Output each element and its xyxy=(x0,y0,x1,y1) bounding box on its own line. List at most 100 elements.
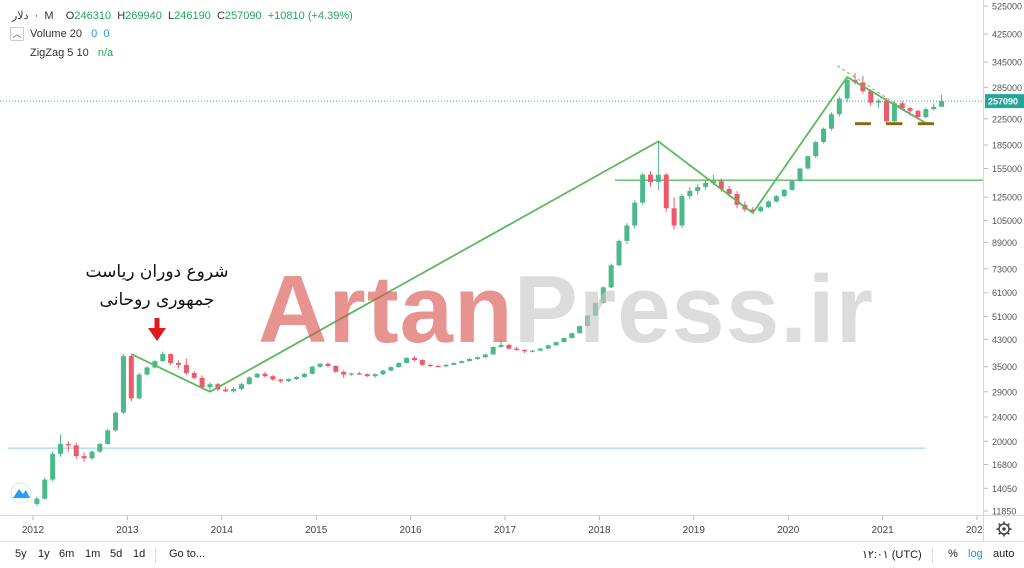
candle-body xyxy=(939,101,945,107)
time-tick-label: 2018 xyxy=(588,525,611,536)
time-tick-label: 2015 xyxy=(305,525,328,536)
annotation-line-1: شروع دوران ریاست xyxy=(85,262,229,282)
candle-body xyxy=(97,443,103,452)
candle-body xyxy=(459,361,465,363)
candle-body xyxy=(608,265,614,288)
candle-body xyxy=(191,372,197,378)
candle-body xyxy=(789,181,795,190)
auto-scale-toggle[interactable]: auto xyxy=(993,548,1015,560)
candle-body xyxy=(577,326,583,334)
candle-body xyxy=(522,349,528,352)
volume-legend[interactable]: Volume 20 0 0 xyxy=(30,28,110,40)
chevron-up-icon: ︿ xyxy=(12,29,22,39)
candle-body xyxy=(207,384,213,388)
interval-label[interactable]: M xyxy=(44,10,54,22)
time-axis[interactable]: 2012 2013 2014 2015 2016 2017 2018 2019 2020 2021… xyxy=(0,515,989,542)
candle-body xyxy=(223,389,229,392)
price-axis-canvas[interactable]: 11850 14050 16800 20000 24000 29000 35000 43000… xyxy=(984,0,1024,517)
volume-value-2: 0 xyxy=(103,28,110,40)
axis-settings-corner[interactable] xyxy=(983,515,1024,541)
price-tick-label: 51000 xyxy=(992,312,1017,322)
chart-canvas[interactable] xyxy=(0,0,983,515)
candle-body xyxy=(506,345,512,349)
log-scale-toggle[interactable]: log xyxy=(968,548,983,560)
goto-date-button[interactable]: Go to... xyxy=(169,548,206,560)
zigzag-name[interactable]: ZigZag 5 10 xyxy=(30,47,89,59)
annotation-text: شروع دوران ریاست جمهوری روحانی xyxy=(62,258,252,314)
candle-body xyxy=(844,80,850,99)
candle-body xyxy=(89,451,95,459)
timeframe-5y-button[interactable]: 5y xyxy=(15,548,27,560)
candle-body xyxy=(364,374,370,377)
support-tick xyxy=(854,122,871,126)
candle-body xyxy=(34,498,40,504)
support-tick xyxy=(917,122,934,126)
timeframe-1d-button[interactable]: 1d xyxy=(133,548,146,560)
timeframe-1y-button[interactable]: 1y xyxy=(38,548,50,560)
time-tick-label: 2022 xyxy=(966,525,983,536)
timeframe-5d-button[interactable]: 5d xyxy=(110,548,123,560)
candle-body xyxy=(152,361,158,368)
candle-body xyxy=(616,240,622,266)
candle-body xyxy=(805,156,811,169)
percent-scale-toggle[interactable]: % xyxy=(948,548,958,560)
candle-body xyxy=(545,345,551,349)
change-value: +10810 (+4.39%) xyxy=(267,10,353,22)
candle-body xyxy=(891,103,897,122)
price-tick-label: 345000 xyxy=(992,57,1022,67)
candle-body xyxy=(128,356,134,399)
candle-body xyxy=(176,362,181,365)
candle-body xyxy=(836,98,842,115)
candle-body xyxy=(813,142,819,157)
time-tick-label: 2017 xyxy=(494,525,517,536)
watermark-part2: Press.ir xyxy=(513,256,874,363)
candle-body xyxy=(758,207,764,212)
candle-body xyxy=(270,376,276,380)
current-price-badge xyxy=(985,94,1024,109)
logo-cloud-icon xyxy=(13,489,30,498)
candle-body xyxy=(781,189,787,197)
price-tick-label: 89000 xyxy=(992,238,1017,248)
price-tick-label: 14050 xyxy=(992,484,1017,494)
price-axis[interactable]: 11850 14050 16800 20000 24000 29000 35000 43000… xyxy=(983,0,1024,517)
symbol-legend[interactable]: دلار · M O246310 H269940 L246190 C257090… xyxy=(12,10,353,22)
watermark: ArtanPress.ir xyxy=(258,255,874,365)
candle-body xyxy=(703,183,709,187)
candle-body xyxy=(585,315,591,327)
candle-body xyxy=(553,342,559,346)
time-axis-canvas[interactable]: 2012 2013 2014 2015 2016 2017 2018 2019 2020 2021… xyxy=(0,516,989,542)
settings-gear-icon[interactable] xyxy=(984,516,1024,542)
candle-body xyxy=(514,348,520,350)
candle-body xyxy=(278,379,284,382)
candle-body xyxy=(58,443,63,454)
bottom-toolbar: 5y 1y 6m 1m 5d 1d Go to... ۱۲:۰۱ (UTC) %… xyxy=(0,541,1024,568)
candle-body xyxy=(773,196,779,202)
price-tick-label: 225000 xyxy=(992,114,1022,124)
price-tick-label: 105000 xyxy=(992,216,1022,226)
candle-body xyxy=(388,367,394,371)
utc-clock[interactable]: ۱۲:۰۱ (UTC) xyxy=(862,549,922,561)
price-chart[interactable]: ArtanPress.ir دلار · M O246310 H269940 L… xyxy=(0,0,983,515)
volume-name[interactable]: Volume 20 xyxy=(30,28,82,40)
candle-body xyxy=(435,365,441,368)
candle-body xyxy=(482,354,488,358)
candle-body xyxy=(65,443,71,446)
collapse-legend-button[interactable]: ︿ xyxy=(10,27,24,41)
candle-body xyxy=(301,373,307,378)
candle-body xyxy=(309,366,315,374)
symbol-name[interactable]: دلار xyxy=(12,10,29,22)
candle-body xyxy=(238,384,244,390)
candle-body xyxy=(828,114,834,129)
candle-body xyxy=(474,357,480,359)
candle-body xyxy=(396,362,402,368)
candle-body xyxy=(671,208,677,226)
candle-body xyxy=(246,377,252,385)
timeframe-6m-button[interactable]: 6m xyxy=(59,548,75,560)
candle-body xyxy=(168,354,174,363)
price-tick-label: 11850 xyxy=(992,507,1016,516)
time-tick-label: 2020 xyxy=(777,525,800,536)
timeframe-1m-button[interactable]: 1m xyxy=(85,548,101,560)
price-tick-label: 185000 xyxy=(992,140,1022,150)
candle-body xyxy=(286,379,292,382)
zigzag-legend[interactable]: ZigZag 5 10 n/a xyxy=(30,47,113,59)
